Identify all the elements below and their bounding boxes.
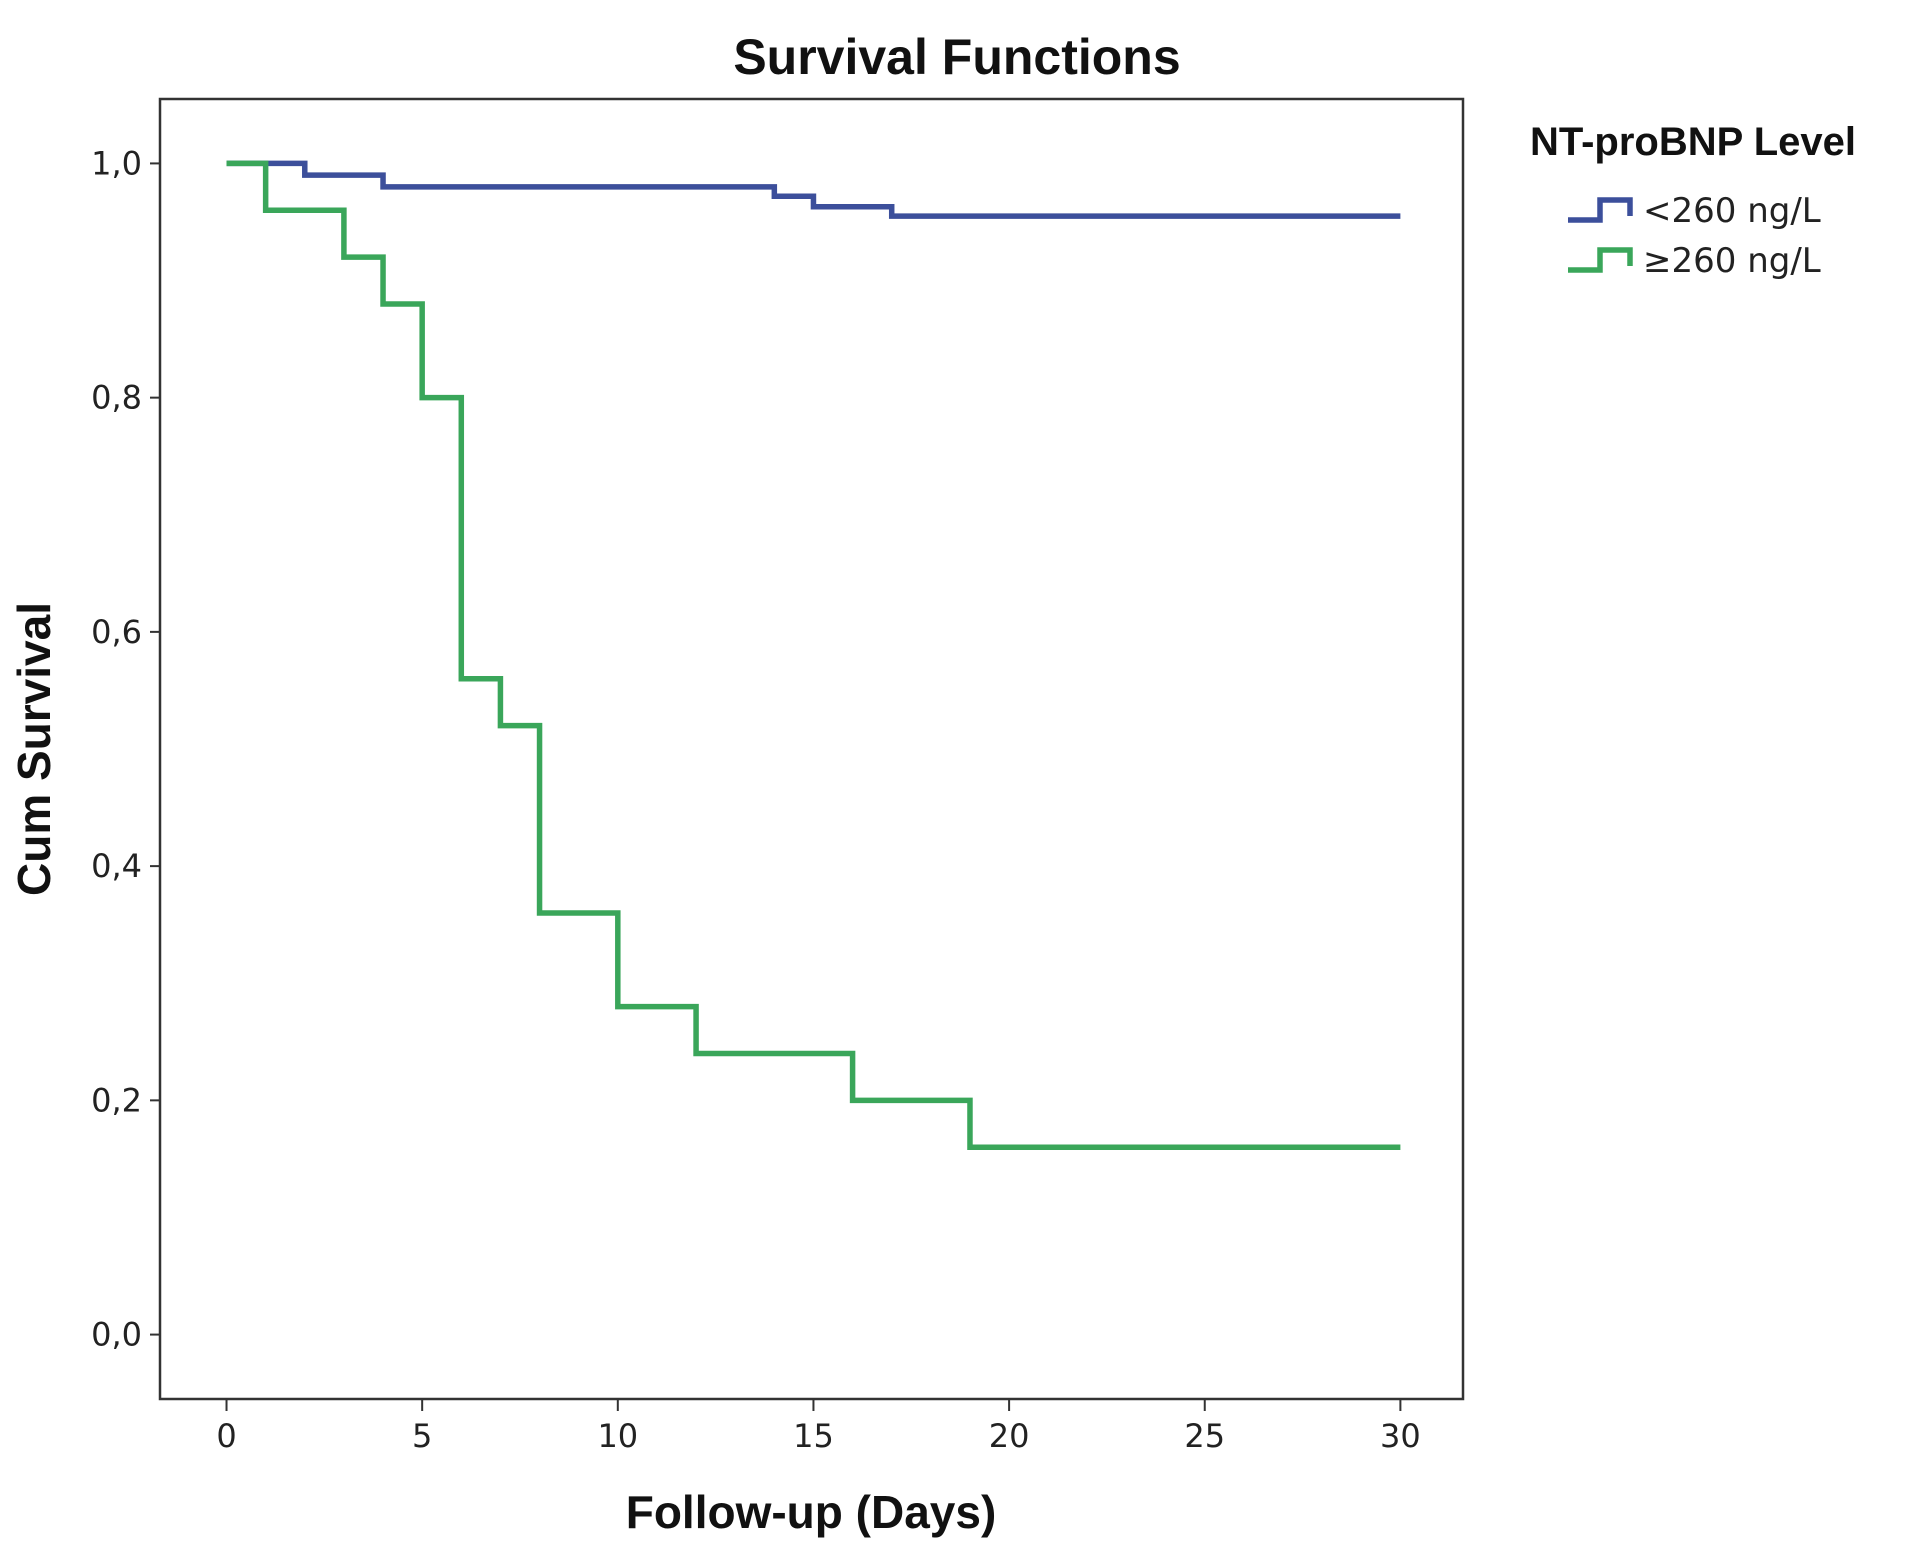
legend: NT-proBNP Level <260 ng/L ≥260 ng/L [1530, 120, 1856, 281]
plot-area [158, 97, 1465, 1401]
y-tick-label: 1,0 [91, 144, 142, 182]
x-tick-label: 20 [989, 1417, 1030, 1455]
legend-items: <260 ng/L ≥260 ng/L [1568, 191, 1821, 281]
y-tick-label: 0,4 [91, 847, 142, 885]
series-group [226, 160, 1401, 1150]
chart-title: Survival Functions [733, 29, 1180, 85]
survival-curve-high-ntprobnp [226, 160, 1401, 1150]
x-tick-label: 0 [216, 1417, 236, 1455]
x-axis-label: Follow-up (Days) [626, 1486, 997, 1538]
y-tick-label: 0,6 [91, 613, 142, 651]
legend-swatch [1568, 247, 1633, 273]
legend-swatch [1568, 197, 1633, 223]
legend-item: <260 ng/L [1568, 191, 1821, 231]
y-tick-label: 0,0 [91, 1316, 142, 1354]
x-tick-label: 5 [412, 1417, 432, 1455]
x-tick-label: 15 [793, 1417, 834, 1455]
x-axis: 0 5 10 15 20 25 30 [216, 1399, 1421, 1455]
y-tick-label: 0,8 [91, 379, 142, 417]
legend-item: ≥260 ng/L [1568, 241, 1821, 281]
y-axis-label: Cum Survival [8, 602, 60, 896]
y-tick-label: 0,2 [91, 1081, 142, 1119]
x-tick-label: 10 [597, 1417, 638, 1455]
legend-title: NT-proBNP Level [1530, 120, 1856, 164]
y-axis: 0,0 0,2 0,4 0,6 0,8 1,0 [91, 144, 160, 1354]
legend-label: ≥260 ng/L [1643, 241, 1821, 281]
x-tick-label: 30 [1380, 1417, 1421, 1455]
legend-label: <260 ng/L [1643, 191, 1821, 231]
x-tick-label: 25 [1184, 1417, 1225, 1455]
survival-curve-low-ntprobnp [226, 160, 1401, 219]
